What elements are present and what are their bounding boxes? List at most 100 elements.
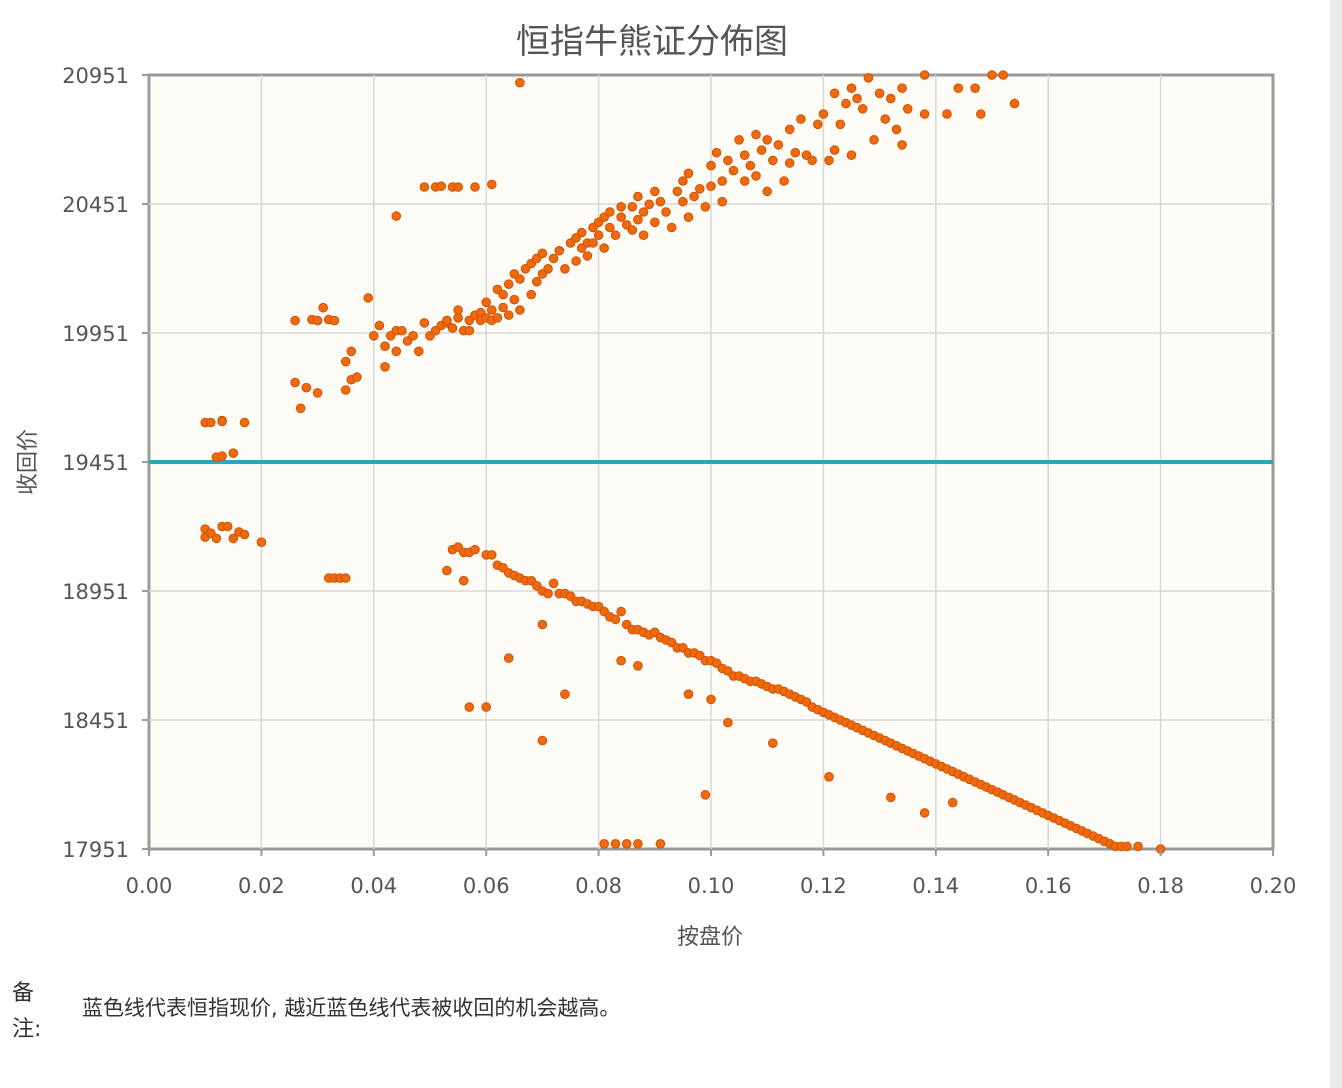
scatter-point [723,717,733,728]
scatter-point [588,238,598,248]
scatter-point [728,165,739,176]
scatter-point [627,202,638,212]
scatter-point [442,315,452,326]
scatter-point [661,207,671,217]
scatter-point [526,289,537,300]
scatter-point [576,227,587,238]
scatter-point [953,83,964,93]
scatter-point [813,119,823,130]
scatter-point [436,181,447,191]
scatter-point [453,305,463,315]
scatter-point [548,253,559,264]
scatter-point [706,694,716,705]
scatter-point [464,325,475,336]
scatter-point [784,158,795,168]
x-tick-label: 0.00 [126,874,173,898]
scatter-point [947,797,958,808]
scatter-point [481,702,492,712]
scatter-point [998,70,1009,80]
scatter-point [453,182,463,192]
scatter-point [829,145,840,155]
scatter-point [211,533,222,544]
scatter-point [492,313,503,323]
scatter-point [835,119,846,130]
scatter-point [498,289,508,300]
note-text: 蓝色线代表恒指现价, 越近蓝色线代表被收回的机会越高。 [82,996,621,1020]
scatter-point [976,109,986,119]
scatter-point [397,325,407,336]
scatter-point [447,323,458,333]
scatter-point [380,341,390,352]
y-tick-label: 20951 [62,64,129,88]
scatter-point [515,305,525,315]
scatter-point [487,179,497,190]
x-tick-label: 0.12 [800,874,847,898]
y-axis-ticks: 17951 18451 18951 19451 19951 20451 20951 [62,64,149,862]
scatter-point [846,150,857,160]
scatter-point [824,772,834,782]
scatter-point [650,186,660,197]
scrollbar[interactable] [1330,0,1342,1088]
scatter-point [374,320,385,331]
scatter-point [498,302,508,313]
scatter-point [683,168,694,179]
scatter-point [554,245,565,256]
scatter-point [756,145,767,155]
x-tick-label: 0.02 [238,874,285,898]
scatter-point [346,346,357,357]
scatter-point [717,196,728,207]
scatter-point [919,70,930,80]
scatter-point [739,176,750,186]
scatter-point [599,839,610,849]
y-tick-label: 18451 [62,709,129,733]
scatter-point [352,372,362,382]
scatter-point [380,362,390,372]
scatter-point [458,575,469,586]
scatter-point [666,222,677,233]
x-axis-label: 按盘价 [677,925,743,950]
scatter-point [773,140,784,150]
scatter-point [796,114,806,124]
scatter-point [548,578,559,589]
scatter-point [464,702,475,712]
scatter-point [841,98,851,109]
scatter-point [537,248,548,259]
scatter-point [897,83,907,93]
scatter-point [503,310,514,321]
scatter-point [515,274,525,284]
scatter-point [442,565,452,576]
scatter-point [610,614,621,625]
scatter-point [987,70,997,80]
scatter-point [329,315,340,326]
scatter-point [605,222,615,233]
scatter-point [408,331,418,341]
data-points [200,70,1166,854]
x-tick-label: 0.20 [1250,874,1297,898]
scatter-point [700,202,711,212]
x-tick-label: 0.08 [575,874,622,898]
scatter-point [880,114,891,124]
scatter-point [616,606,626,617]
scatter-point [560,689,570,700]
y-tick-label: 17951 [62,838,129,862]
scatter-point [970,83,980,93]
scatter-point [616,212,626,222]
scatter-point [857,104,868,114]
scatter-point [239,529,250,540]
scatter-point [711,147,722,158]
scatter-point [678,196,688,207]
scatter-point [784,124,795,135]
scatter-point [745,160,756,171]
x-tick-label: 0.18 [1137,874,1184,898]
scatter-point [672,186,683,197]
scatter-point [593,230,604,240]
note-label: 备 注: [12,981,42,1042]
scatter-point [515,77,525,88]
scatter-point [391,211,402,221]
scatter-point [217,451,227,461]
scatter-point [891,124,902,135]
scatter-point [217,416,227,427]
scatter-point [689,191,699,202]
scatter-point [312,388,323,398]
scatter-point [340,356,351,367]
